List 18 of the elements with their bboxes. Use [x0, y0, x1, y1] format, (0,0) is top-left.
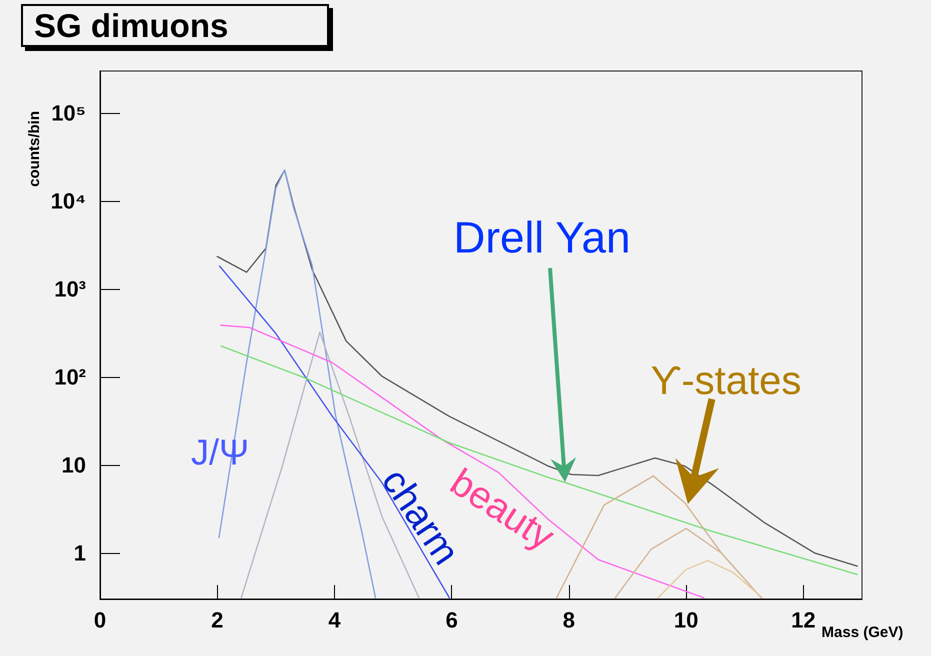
y-tick-label: 10²	[54, 364, 86, 390]
x-axis-title: Mass (GeV)	[822, 624, 904, 641]
x-tick-label: 6	[446, 608, 458, 632]
y-tick-label: 1	[74, 540, 86, 566]
y-tick-label: 10⁵	[51, 100, 86, 126]
x-tick-label: 4	[328, 608, 342, 632]
y-tick-label: 10	[62, 452, 86, 478]
y-tick-label: 10⁴	[50, 188, 86, 214]
chart-title: SG dimuons	[34, 7, 228, 44]
annotation: Drell Yan	[454, 214, 630, 262]
x-tick-label: 0	[94, 608, 106, 632]
annotation: ϒ-states	[650, 359, 802, 404]
y-tick-label: 10³	[54, 276, 86, 302]
y-axis-title: counts/bin	[26, 111, 43, 187]
x-tick-label: 2	[211, 608, 224, 632]
x-tick-label: 8	[562, 608, 576, 632]
x-tick-label: 12	[791, 608, 816, 632]
x-tick-label: 10	[674, 608, 698, 632]
